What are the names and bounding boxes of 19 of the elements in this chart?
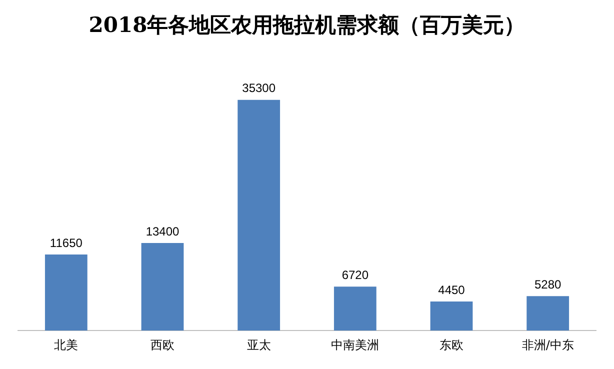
data-label: 5280 (534, 277, 562, 292)
data-label: 35300 (242, 81, 276, 96)
x-tick-label: 东欧 (440, 338, 464, 352)
x-tick-label: 西欧 (150, 338, 174, 352)
data-label: 6720 (342, 268, 369, 282)
x-tick-label: 北美 (54, 338, 78, 352)
x-tick-label: 亚太 (246, 338, 271, 352)
bar (526, 296, 570, 331)
bar (430, 302, 473, 331)
chart-title: 2018年各地区农用拖拉机需求额（百万美元） (88, 12, 526, 38)
data-label: 13400 (146, 224, 180, 238)
bar (238, 100, 280, 331)
data-label: 4450 (438, 282, 466, 297)
bar (44, 254, 88, 331)
data-label: 11650 (50, 236, 83, 250)
bar (141, 243, 184, 331)
x-tick-label: 中南美洲 (331, 338, 380, 352)
bar (334, 286, 376, 331)
x-tick-label: 非洲/中东 (522, 338, 574, 352)
